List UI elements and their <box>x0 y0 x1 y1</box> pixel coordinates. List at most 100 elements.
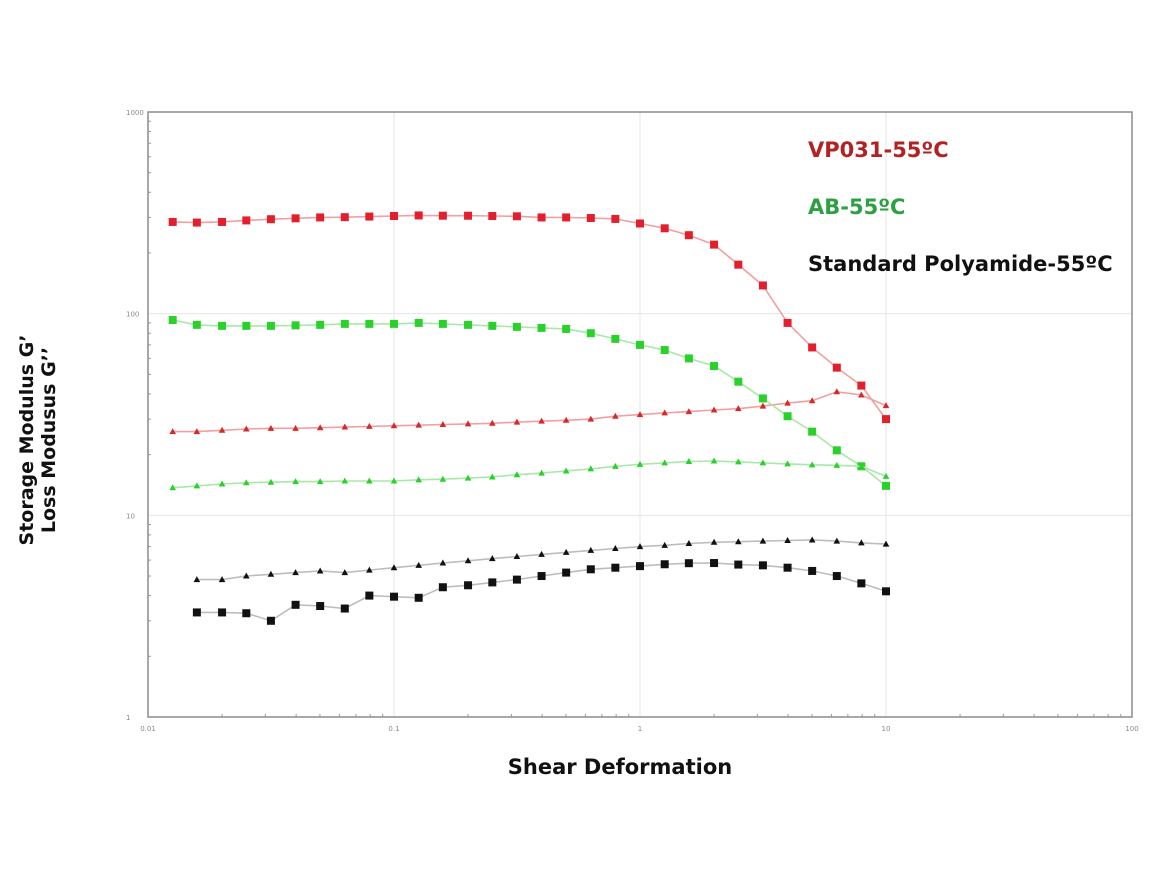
data-point-square <box>808 566 817 575</box>
data-point-triangle <box>612 412 619 419</box>
data-point-triangle <box>243 572 250 579</box>
data-point-square <box>758 394 767 403</box>
data-point-square <box>291 214 300 223</box>
data-point-square <box>537 213 546 222</box>
data-point-triangle <box>882 402 890 409</box>
data-point-square <box>562 213 571 222</box>
data-point-square <box>266 215 275 224</box>
data-point-triangle <box>390 422 398 429</box>
data-point-triangle <box>759 459 767 466</box>
data-point-triangle <box>464 474 472 481</box>
data-point-square <box>636 562 644 571</box>
data-point-triangle <box>858 539 865 546</box>
data-point-square <box>464 211 473 220</box>
data-point-square <box>808 427 817 436</box>
data-point-square <box>192 608 201 617</box>
series-line-3 <box>172 460 887 489</box>
data-point-triangle <box>833 388 841 395</box>
series-group <box>168 211 890 625</box>
data-point-triangle <box>882 540 890 547</box>
data-point-triangle <box>735 538 742 545</box>
data-point-triangle <box>636 411 644 418</box>
data-point-square <box>316 320 325 329</box>
data-point-square <box>586 214 595 223</box>
data-point-triangle <box>661 541 668 548</box>
data-point-triangle <box>858 391 865 398</box>
data-point-triangle <box>193 428 201 435</box>
data-point-triangle <box>538 417 545 424</box>
data-point-square <box>882 415 890 424</box>
data-point-square <box>758 561 767 570</box>
series-0 <box>168 211 890 424</box>
data-point-triangle <box>636 460 644 467</box>
series-1 <box>169 388 890 435</box>
plot-frame <box>147 111 1133 718</box>
data-point-triangle <box>784 399 791 406</box>
data-point-triangle <box>489 473 496 480</box>
data-point-square <box>611 563 620 572</box>
data-point-triangle <box>316 478 324 485</box>
x-tick-label-1: 0.1 <box>388 725 399 733</box>
data-point-triangle <box>464 557 472 564</box>
data-point-square <box>734 560 743 569</box>
data-point-triangle <box>341 569 349 576</box>
data-point-square <box>242 216 251 225</box>
data-point-square <box>586 565 595 574</box>
data-point-triangle <box>366 422 373 429</box>
data-point-square <box>390 211 398 220</box>
data-point-triangle <box>562 467 570 474</box>
data-point-square <box>512 575 521 584</box>
data-point-triangle <box>316 424 324 431</box>
data-point-square <box>218 321 227 330</box>
data-point-triangle <box>169 428 176 435</box>
data-point-triangle <box>833 461 841 468</box>
data-point-triangle <box>710 538 718 545</box>
y-axis-label-line-1: Storage Modulus G’ <box>16 334 38 546</box>
data-point-triangle <box>439 475 447 482</box>
data-point-triangle <box>612 462 619 469</box>
data-point-triangle <box>316 567 324 574</box>
data-point-triangle <box>587 546 595 553</box>
data-point-triangle <box>735 458 742 465</box>
data-point-triangle <box>243 425 250 432</box>
data-point-triangle <box>784 460 791 467</box>
data-point-square <box>636 219 644 228</box>
data-point-square <box>832 572 841 581</box>
data-point-square <box>684 354 693 363</box>
data-point-triangle <box>292 424 299 431</box>
data-point-square <box>562 568 571 577</box>
data-point-triangle <box>489 555 496 562</box>
data-point-triangle <box>218 480 226 487</box>
x-tick-label-4: 100 <box>1125 725 1138 733</box>
data-point-triangle <box>636 543 644 550</box>
data-point-square <box>488 578 497 587</box>
data-point-triangle <box>439 421 447 428</box>
data-point-square <box>390 319 398 328</box>
data-point-triangle <box>513 552 521 559</box>
data-point-triangle <box>759 537 767 544</box>
data-point-triangle <box>685 408 693 415</box>
data-point-triangle <box>439 559 447 566</box>
data-point-triangle <box>267 478 275 485</box>
data-point-square <box>316 602 325 611</box>
data-point-square <box>365 319 374 328</box>
y-tick-label-3: 1000 <box>126 109 144 117</box>
tick-labels: 0.01 0.1 1 10 100 1 10 100 1000 <box>126 109 1139 733</box>
data-point-square <box>488 211 497 220</box>
y-tick-label-1: 10 <box>126 512 135 520</box>
data-point-square <box>710 559 719 568</box>
data-point-triangle <box>735 405 742 412</box>
data-point-square <box>316 213 325 222</box>
data-point-square <box>192 218 201 227</box>
data-point-square <box>438 319 447 328</box>
data-point-square <box>882 481 890 490</box>
data-point-triangle <box>366 477 373 484</box>
data-point-triangle <box>267 570 275 577</box>
y-axis-label: Storage Modulus G’ Loss Modusus G’’ <box>8 290 68 590</box>
data-point-triangle <box>833 537 841 544</box>
data-point-triangle <box>808 397 816 404</box>
data-point-square <box>365 591 374 600</box>
data-point-square <box>242 609 251 618</box>
series-3 <box>169 457 890 491</box>
series-line-0 <box>172 214 887 420</box>
